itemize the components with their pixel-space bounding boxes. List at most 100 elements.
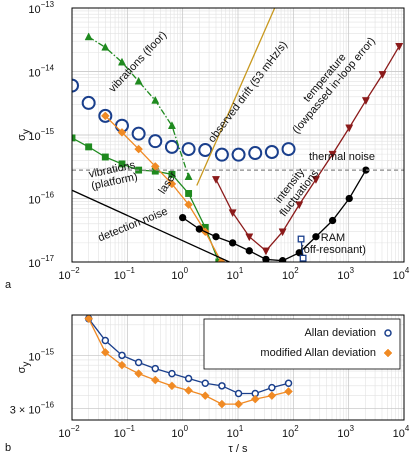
tick-label-base: 10 [58, 428, 70, 440]
marker [72, 78, 79, 93]
marker [184, 386, 193, 395]
annotation: (off-resonant) [300, 244, 366, 256]
tick-label-base: 10 [337, 270, 349, 282]
marker [134, 369, 143, 378]
marker [101, 153, 109, 161]
y-axis-label: σy [16, 362, 32, 374]
plot [84, 315, 293, 409]
marker [264, 144, 279, 159]
marker [117, 57, 126, 66]
marker [168, 170, 176, 178]
plot-frame [71, 314, 405, 421]
tick-label-exp: 0 [184, 266, 189, 275]
marker [250, 394, 260, 404]
y-axis-label-sub: y [21, 362, 32, 367]
tick-label-exp: −15 [41, 347, 55, 356]
marker [117, 128, 127, 137]
tick-label-base: 10 [28, 194, 40, 206]
tick-label-exp: 3 [350, 424, 355, 433]
tick-label-exp: −2 [71, 266, 80, 275]
marker [84, 32, 93, 41]
marker [214, 147, 229, 162]
tick-label: 104 [393, 266, 410, 282]
marker [345, 124, 354, 133]
series-line [215, 45, 400, 252]
marker [278, 228, 287, 237]
tick-label-base: 10 [171, 270, 183, 282]
tick-label: 3 × 10−16 [10, 400, 55, 416]
tick-label: 10−16 [28, 191, 54, 207]
tick-label-base: 10 [171, 428, 183, 440]
marker [168, 369, 176, 378]
tick-label: 10−1 [114, 424, 136, 440]
marker [234, 389, 243, 398]
marker [248, 146, 263, 161]
tick-label-exp: 3 [350, 266, 355, 275]
plot [72, 8, 404, 262]
tick-label-exp: −1 [126, 424, 136, 433]
marker [101, 336, 110, 345]
y-axis-label-main: σ [16, 134, 28, 141]
marker [185, 190, 193, 197]
x-axis-label: τ / s [228, 443, 248, 455]
tick-label: 102 [282, 266, 299, 282]
marker [151, 364, 160, 373]
marker [150, 375, 160, 385]
marker [328, 150, 337, 159]
tick-label: 101 [227, 424, 244, 440]
marker [134, 358, 143, 367]
marker [378, 71, 387, 79]
marker [184, 374, 193, 383]
tick-label-base: 10 [114, 270, 126, 282]
tick-label: 10−2 [58, 424, 79, 440]
tick-label-exp: 4 [405, 266, 410, 275]
marker [361, 97, 370, 105]
y-axis-label-main: σ [16, 366, 28, 373]
tick-label: 10−2 [58, 266, 79, 282]
marker [278, 257, 287, 262]
tick-label-exp: 2 [294, 424, 298, 433]
marker [84, 315, 94, 324]
tick-label: 100 [171, 266, 188, 282]
tick-label-base: 10 [227, 270, 239, 282]
tick-label-base: 10 [282, 428, 294, 440]
marker [100, 347, 110, 357]
legend-label: Allan deviation [304, 327, 376, 339]
tick-label-exp: 1 [239, 266, 244, 275]
tick-label-base: 10 [28, 131, 40, 143]
marker [179, 213, 187, 222]
marker [217, 399, 227, 409]
tick-label: 10−15 [28, 127, 54, 143]
marker [284, 379, 293, 388]
panel-label: b [5, 442, 11, 454]
marker [297, 235, 305, 243]
marker [184, 200, 193, 210]
tick-label: 10−14 [28, 64, 54, 80]
marker [81, 95, 96, 110]
tick-label: 10−13 [28, 0, 54, 16]
tick-label: 10−17 [28, 254, 54, 270]
tick-label-exp: −15 [41, 127, 55, 136]
marker [164, 139, 179, 154]
marker [218, 382, 226, 390]
tick-label: 104 [393, 424, 410, 440]
marker [299, 254, 307, 262]
marker [181, 142, 196, 157]
marker [167, 121, 176, 129]
annotation: detection noise [96, 205, 169, 244]
marker [201, 379, 210, 388]
series-line [196, 8, 276, 186]
tick-label-base: 10 [337, 428, 349, 440]
tick-label-exp: 0 [184, 424, 189, 433]
marker [150, 162, 160, 171]
marker [167, 179, 177, 189]
tick-label-exp: 2 [294, 266, 298, 275]
tick-label-base: 10 [28, 258, 40, 270]
marker [262, 255, 270, 262]
tick-label: 101 [227, 266, 244, 282]
marker [212, 233, 220, 241]
tick-label-exp: −17 [41, 254, 54, 263]
marker [312, 233, 320, 241]
marker [100, 111, 110, 121]
